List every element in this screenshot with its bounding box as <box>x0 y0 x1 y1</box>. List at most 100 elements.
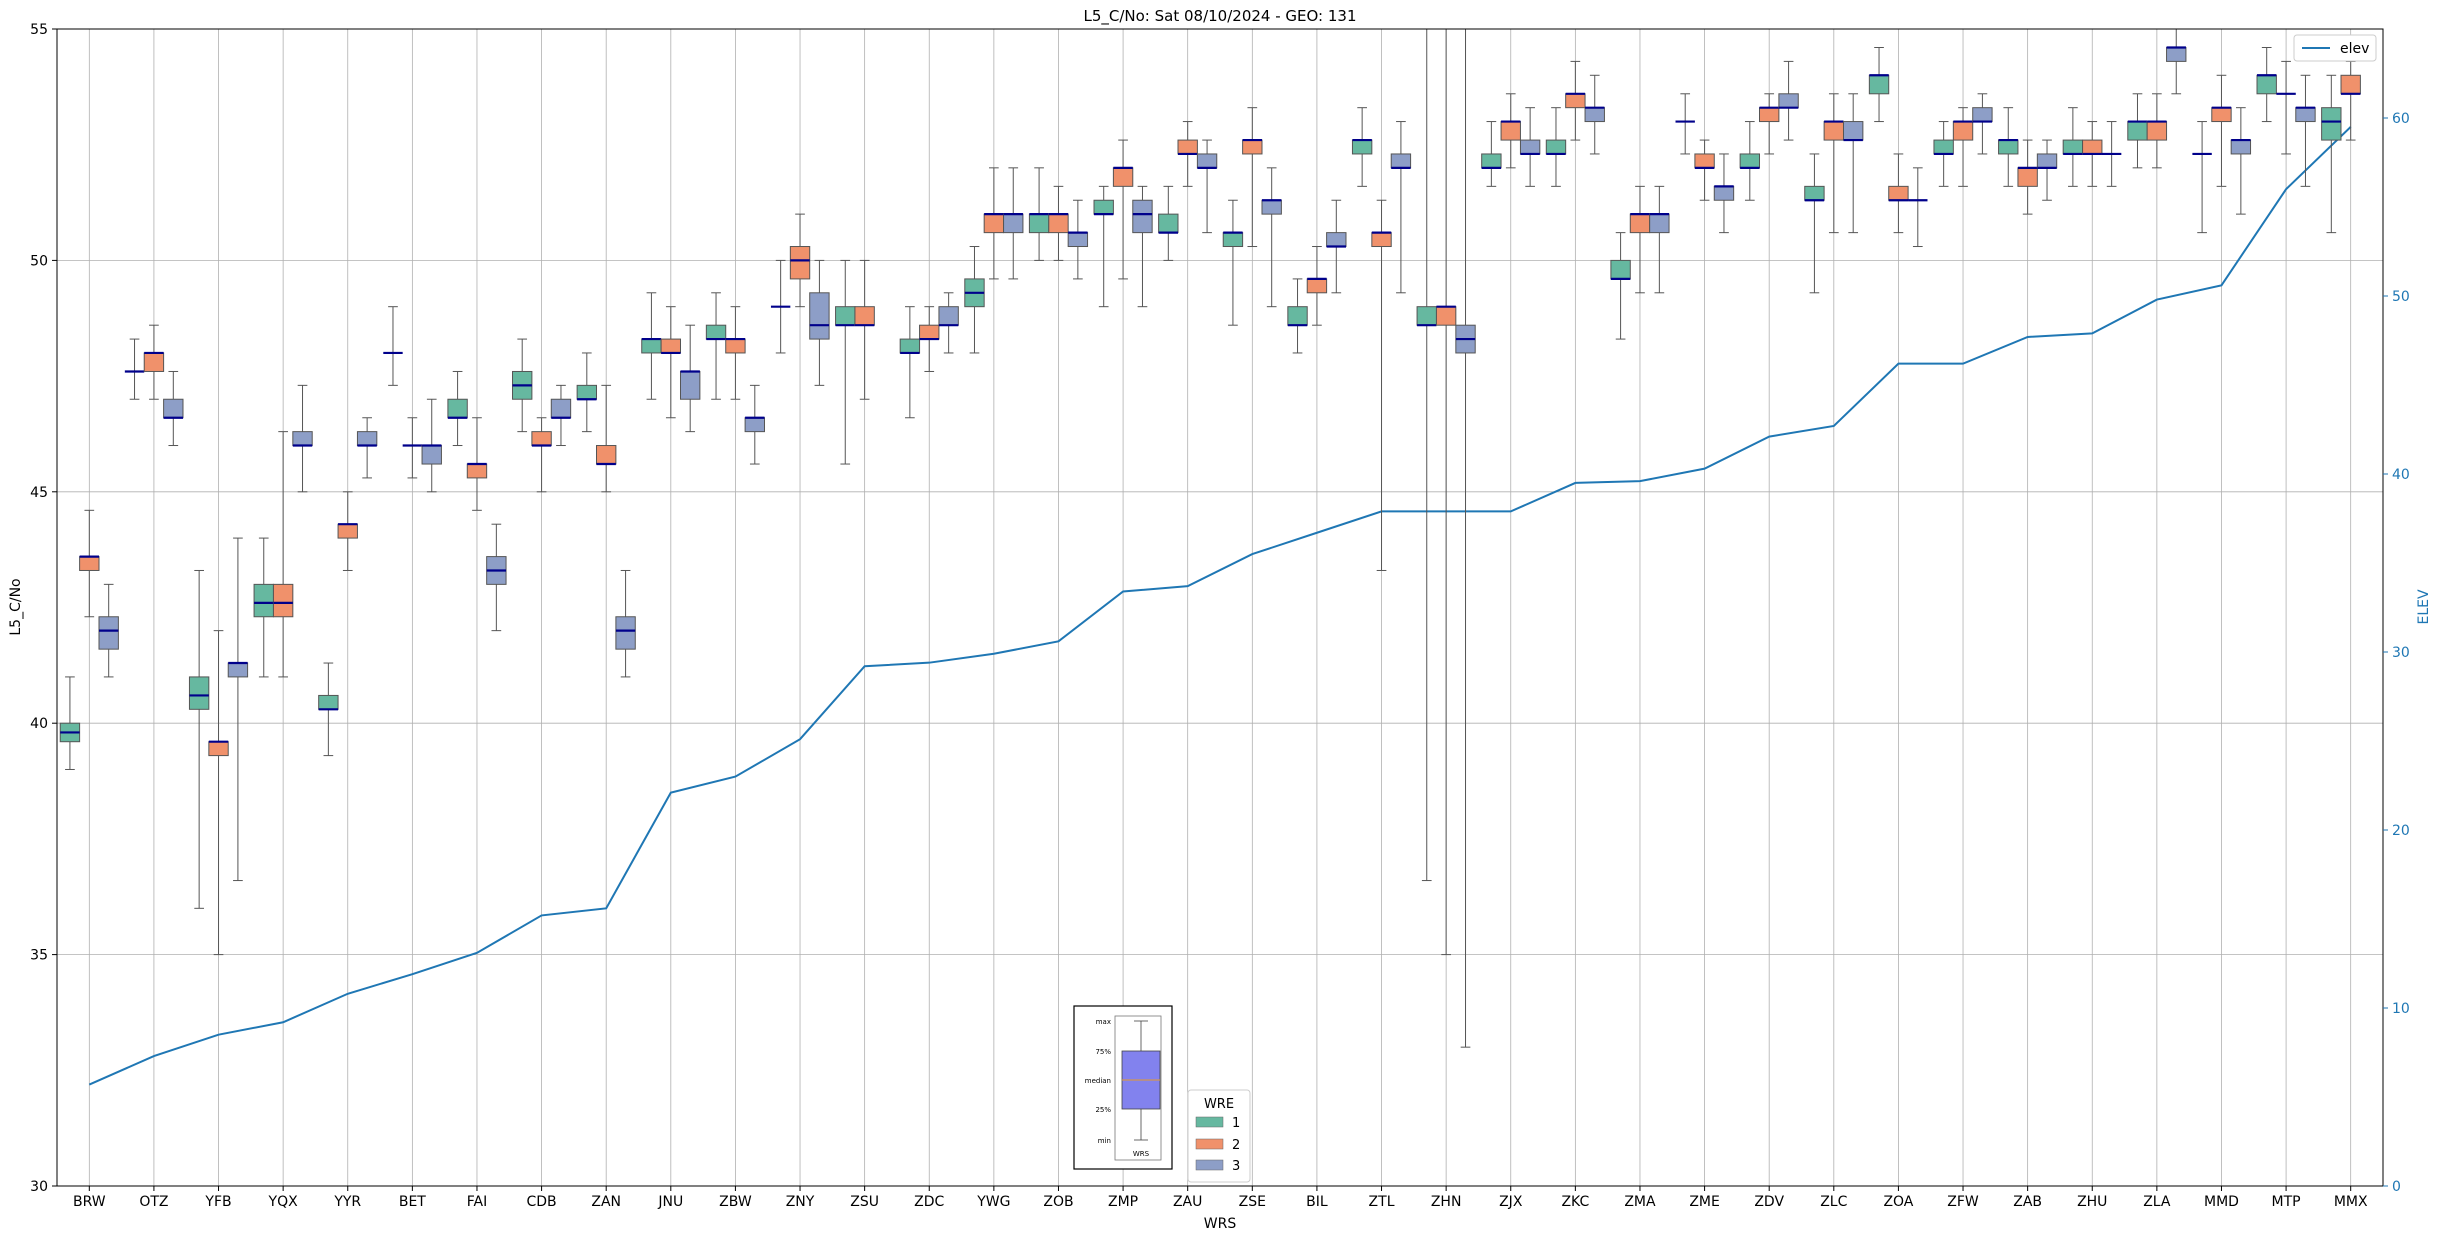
box-iqr <box>1804 185 1825 201</box>
box-iqr <box>744 417 765 433</box>
box-iqr <box>272 583 294 618</box>
box-iqr <box>809 292 830 340</box>
box-iqr <box>1972 107 1993 123</box>
y-tick-label: 50 <box>30 253 48 269</box>
x-tick-label: BIL <box>1306 1194 1328 1210</box>
box-iqr <box>466 463 488 479</box>
wre-legend-title: WRE <box>1204 1097 1234 1112</box>
box-iqr <box>1371 232 1392 248</box>
x-tick-label: ZDV <box>1754 1194 1784 1210</box>
x-tick-label: JNU <box>657 1194 683 1210</box>
box-iqr <box>919 324 940 340</box>
box-iqr <box>854 306 875 326</box>
x-tick-label: YQX <box>268 1194 299 1210</box>
box-iqr <box>1694 153 1715 169</box>
box-key-label-q3: 75% <box>1095 1048 1111 1056</box>
box-iqr <box>789 246 811 280</box>
y2-tick-label: 10 <box>2392 1001 2410 1017</box>
box-iqr <box>899 338 921 354</box>
box-iqr <box>1778 93 1799 109</box>
y-tick-label: 55 <box>30 22 48 38</box>
box-iqr <box>679 370 701 400</box>
x-tick-label: MMD <box>2204 1194 2239 1210</box>
box-iqr <box>1610 259 1631 280</box>
box-iqr <box>615 616 636 650</box>
box-iqr <box>1713 185 1735 201</box>
box-iqr <box>641 338 662 354</box>
box-iqr <box>1326 232 1347 248</box>
box-iqr <box>143 352 165 372</box>
x-tick-label: ZBW <box>719 1194 752 1210</box>
x-tick-label: ZSE <box>1239 1194 1266 1210</box>
box-key-xlabel: WRS <box>1133 1150 1150 1158</box>
box-iqr <box>2230 139 2252 155</box>
box-iqr <box>1519 139 1541 155</box>
box-iqr <box>1584 107 1605 123</box>
box-iqr <box>1545 139 1567 155</box>
box-iqr <box>1823 121 1844 141</box>
x-tick-label: BRW <box>73 1194 106 1210</box>
box-iqr <box>1048 213 1069 234</box>
x-tick-label: ZHN <box>1431 1194 1462 1210</box>
box-iqr <box>188 676 210 710</box>
box-iqr <box>1868 74 1890 95</box>
x-tick-label: ZDC <box>914 1194 944 1210</box>
x-tick-label: FAI <box>467 1194 487 1210</box>
box-key-legend: max 75% median 25% min WRS <box>1073 1005 1173 1170</box>
x-tick-label: ZLC <box>1820 1194 1847 1210</box>
box-iqr <box>835 306 856 326</box>
box-iqr <box>596 445 617 465</box>
wre-legend-swatch-2 <box>1195 1138 1224 1150</box>
box-iqr <box>1112 167 1134 187</box>
box-iqr <box>337 523 358 539</box>
x-tick-label: YWG <box>976 1194 1010 1210</box>
box-key-label-q1: 25% <box>1095 1106 1111 1114</box>
box-iqr <box>1842 121 1864 141</box>
y-tick-label: 45 <box>30 485 48 501</box>
box-iqr <box>531 431 552 447</box>
box-iqr <box>1261 199 1282 215</box>
box-iqr <box>79 556 100 571</box>
wre-legend-swatch-3 <box>1195 1159 1224 1171</box>
x-tick-label: ZMA <box>1624 1194 1656 1210</box>
elev-legend: elev <box>2293 34 2377 62</box>
x-tick-label: ZHU <box>2077 1194 2107 1210</box>
box-iqr <box>1888 185 1909 201</box>
box-iqr <box>2146 121 2168 141</box>
box-iqr <box>208 741 229 757</box>
box-iqr <box>1998 139 2019 155</box>
elev-line-layer <box>88 126 2352 1086</box>
box-iqr <box>2340 74 2361 95</box>
box-iqr <box>1222 232 1244 248</box>
box-iqr <box>253 583 274 618</box>
box-iqr <box>2295 107 2316 123</box>
y2-axis-label: ELEV <box>2416 589 2432 624</box>
box-iqr <box>1028 213 1050 234</box>
x-axis-label: WRS <box>1204 1216 1237 1232</box>
box-iqr <box>1287 306 1308 326</box>
y-tick-label: 35 <box>30 948 48 964</box>
box-iqr <box>1132 199 1153 234</box>
box-iqr <box>1093 199 1114 215</box>
box-iqr <box>725 338 746 354</box>
x-tick-label: ZAB <box>2013 1194 2042 1210</box>
x-tick-label: ZSU <box>850 1194 879 1210</box>
x-tick-label: MMX <box>2334 1194 2368 1210</box>
y2-tick-label: 20 <box>2392 823 2410 839</box>
box-iqr <box>356 431 378 447</box>
chart-title: L5_C/No: Sat 08/10/2024 - GEO: 131 <box>1083 7 1356 26</box>
box-iqr <box>1435 306 1457 326</box>
y-axis-label: L5_C/No <box>8 578 24 635</box>
box-iqr <box>1565 93 1586 109</box>
box-iqr <box>2166 47 2187 62</box>
axis-layer: BRW OTZ YFB YQX YYR BET FAI CDB ZAN JNU ZBW ZNY ZSU Z… <box>30 22 2410 1210</box>
y-tick-label: 40 <box>30 716 48 732</box>
x-tick-label: ZFW <box>1947 1194 1979 1210</box>
box-iqr <box>1759 107 1780 123</box>
box-iqr <box>421 445 442 465</box>
box-iqr <box>1158 213 1179 234</box>
x-tick-label: ZLA <box>2143 1194 2171 1210</box>
x-tick-label: ZOB <box>1043 1194 1073 1210</box>
plot-frame <box>56 28 2384 1187</box>
box-iqr <box>1351 139 1373 155</box>
